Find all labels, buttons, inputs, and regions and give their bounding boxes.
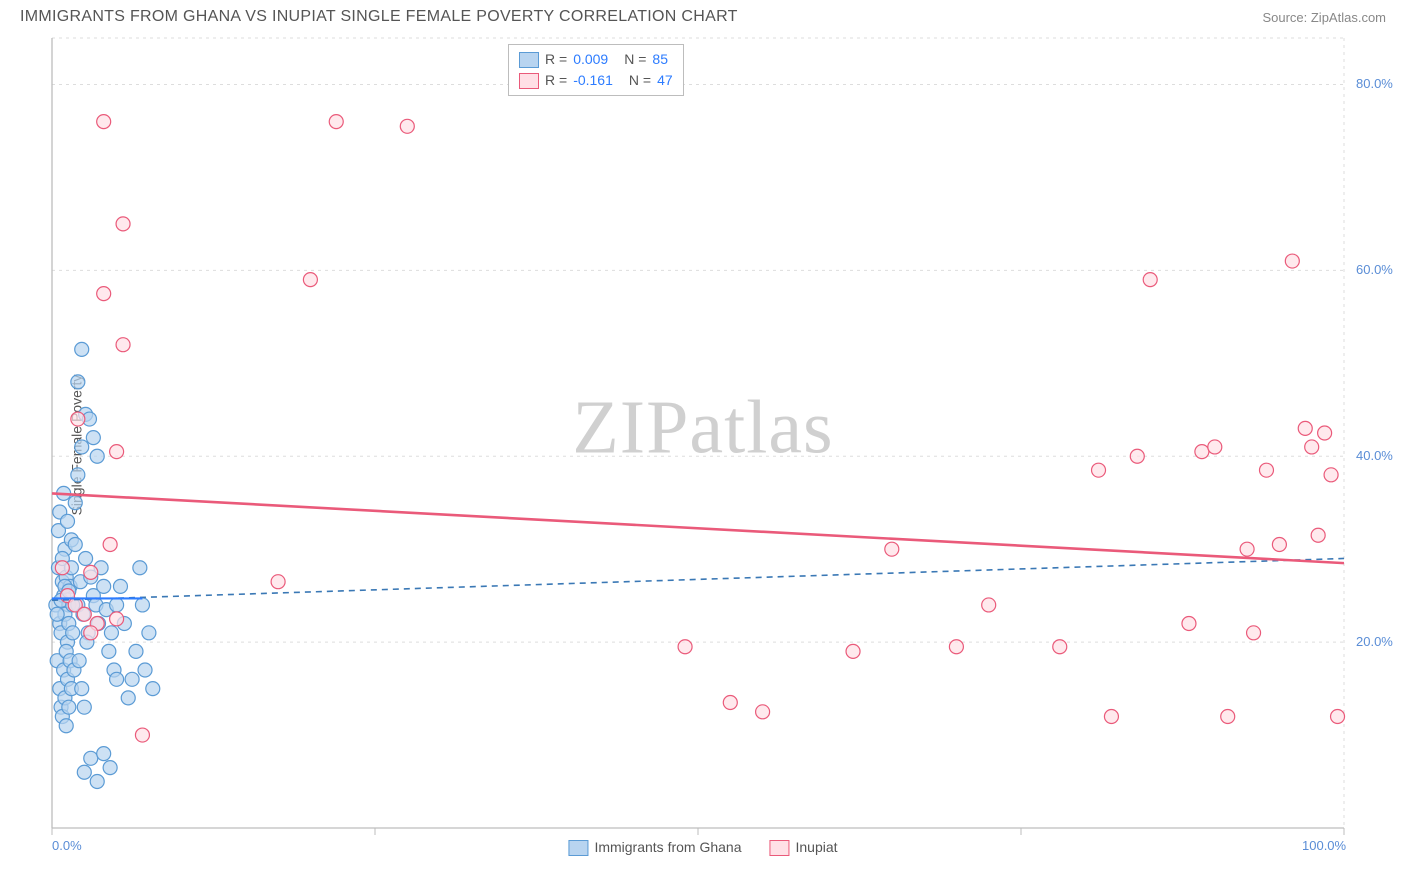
- page-title: IMMIGRANTS FROM GHANA VS INUPIAT SINGLE …: [20, 8, 738, 26]
- scatter-point: [146, 682, 160, 696]
- scatter-point: [103, 538, 117, 552]
- scatter-point: [846, 644, 860, 658]
- scatter-point: [1285, 254, 1299, 268]
- scatter-point: [1247, 626, 1261, 640]
- scatter-point: [329, 115, 343, 129]
- scatter-point: [1318, 426, 1332, 440]
- scatter-point: [104, 626, 118, 640]
- scatter-point: [75, 682, 89, 696]
- scatter-point: [77, 700, 91, 714]
- scatter-point: [1331, 709, 1345, 723]
- scatter-point: [678, 640, 692, 654]
- scatter-point: [110, 445, 124, 459]
- scatter-point: [1182, 617, 1196, 631]
- scatter-point: [79, 551, 93, 565]
- scatter-point: [59, 719, 73, 733]
- scatter-point: [125, 672, 139, 686]
- scatter-point: [110, 612, 124, 626]
- legend-swatch: [519, 73, 539, 89]
- scatter-point: [1298, 421, 1312, 435]
- scatter-point: [1208, 440, 1222, 454]
- scatter-point: [142, 626, 156, 640]
- scatter-point: [77, 607, 91, 621]
- scatter-point: [61, 514, 75, 528]
- scatter-point: [71, 375, 85, 389]
- scatter-point: [1240, 542, 1254, 556]
- scatter-point: [103, 761, 117, 775]
- source-attribution: Source: ZipAtlas.com: [1262, 10, 1386, 25]
- scatter-point: [84, 751, 98, 765]
- scatter-point: [135, 728, 149, 742]
- scatter-point: [86, 431, 100, 445]
- scatter-point: [1195, 445, 1209, 459]
- scatter-point: [66, 626, 80, 640]
- scatter-point: [77, 765, 91, 779]
- scatter-point: [400, 119, 414, 133]
- scatter-point: [116, 338, 130, 352]
- scatter-point: [1221, 709, 1235, 723]
- scatter-point: [68, 538, 82, 552]
- scatter-point: [102, 644, 116, 658]
- trend-line: [52, 558, 1344, 600]
- scatter-point: [723, 696, 737, 710]
- scatter-point: [129, 644, 143, 658]
- scatter-point: [1053, 640, 1067, 654]
- scatter-point: [271, 575, 285, 589]
- chart-container: Single Female Poverty ZIPatlas R = 0.009…: [0, 30, 1406, 860]
- scatter-point: [71, 412, 85, 426]
- scatter-point: [138, 663, 152, 677]
- scatter-point: [1104, 709, 1118, 723]
- scatter-point: [1305, 440, 1319, 454]
- scatter-point: [50, 607, 64, 621]
- scatter-point: [1311, 528, 1325, 542]
- scatter-point: [121, 691, 135, 705]
- trend-line: [52, 493, 1344, 563]
- scatter-point: [90, 775, 104, 789]
- scatter-point: [113, 579, 127, 593]
- legend-swatch: [519, 52, 539, 68]
- legend-row: R = 0.009N = 85: [519, 49, 673, 70]
- scatter-chart: [0, 30, 1406, 860]
- scatter-point: [1272, 538, 1286, 552]
- scatter-point: [84, 565, 98, 579]
- scatter-point: [982, 598, 996, 612]
- correlation-legend: R = 0.009N = 85R = -0.161N = 47: [508, 44, 684, 96]
- scatter-point: [1143, 273, 1157, 287]
- scatter-point: [756, 705, 770, 719]
- scatter-point: [55, 561, 69, 575]
- scatter-point: [110, 672, 124, 686]
- scatter-point: [303, 273, 317, 287]
- scatter-point: [116, 217, 130, 231]
- legend-row: R = -0.161N = 47: [519, 70, 673, 91]
- scatter-point: [1324, 468, 1338, 482]
- scatter-point: [90, 449, 104, 463]
- scatter-point: [75, 342, 89, 356]
- scatter-point: [97, 747, 111, 761]
- scatter-point: [110, 598, 124, 612]
- scatter-point: [72, 654, 86, 668]
- scatter-point: [949, 640, 963, 654]
- scatter-point: [97, 115, 111, 129]
- scatter-point: [1092, 463, 1106, 477]
- scatter-point: [1130, 449, 1144, 463]
- scatter-point: [75, 440, 89, 454]
- scatter-point: [62, 700, 76, 714]
- scatter-point: [1259, 463, 1273, 477]
- scatter-point: [885, 542, 899, 556]
- scatter-point: [97, 287, 111, 301]
- scatter-point: [135, 598, 149, 612]
- scatter-point: [71, 468, 85, 482]
- scatter-point: [133, 561, 147, 575]
- scatter-point: [97, 579, 111, 593]
- scatter-point: [84, 626, 98, 640]
- scatter-point: [68, 496, 82, 510]
